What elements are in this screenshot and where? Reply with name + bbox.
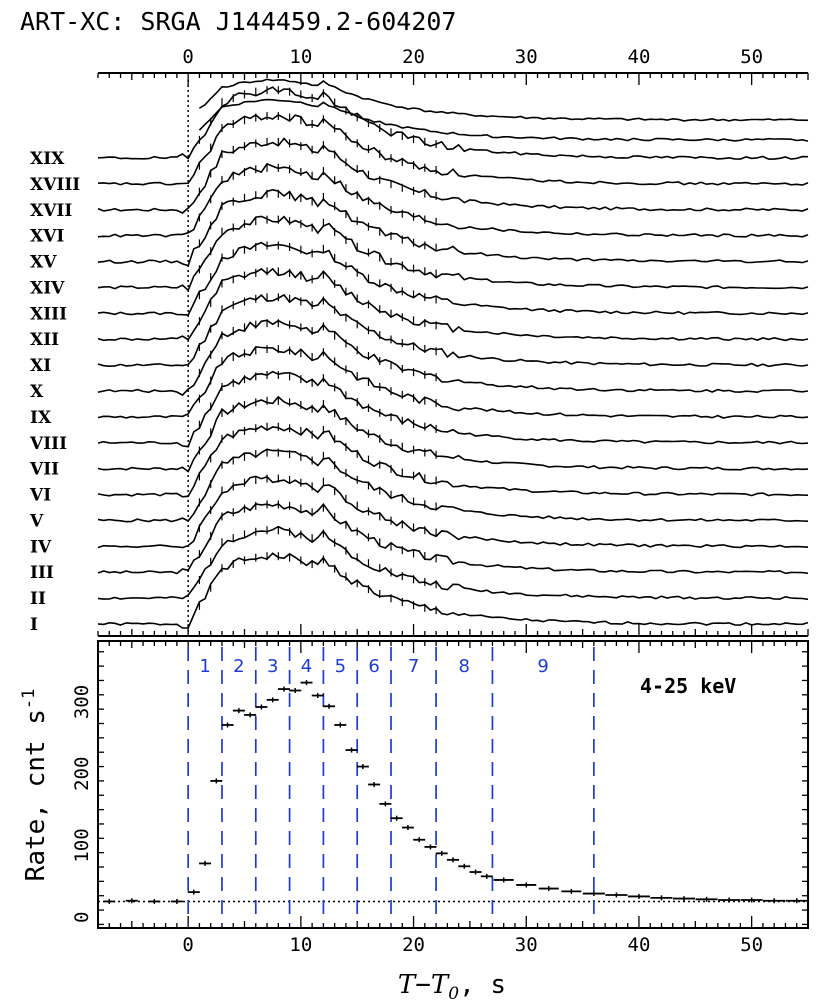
y-tick-label: 200: [71, 757, 93, 791]
burst-label: IX: [30, 408, 52, 428]
burst-curve: [97, 502, 809, 575]
segment-label: 5: [335, 656, 346, 677]
y-tick-label: 100: [71, 828, 93, 862]
burst-label: XIV: [30, 278, 65, 298]
segment-label: 6: [368, 656, 379, 677]
x-axis-label-sub: 0: [448, 984, 459, 1004]
burst-label: IV: [30, 537, 52, 557]
burst-label: XV: [30, 253, 57, 273]
x-axis-minus: −: [415, 970, 431, 1000]
top-tick-labels: 0 10 20 30 40 50: [182, 46, 763, 68]
burst-curve: [97, 162, 809, 238]
burst-label: XVII: [30, 201, 72, 221]
x-tick-label: 50: [740, 934, 763, 956]
y-axis-label: Rate, cnt s-1: [19, 689, 51, 882]
burst-curve: [97, 395, 809, 473]
burst-curve: [97, 113, 809, 186]
top-x-tick-label: 20: [402, 46, 425, 68]
burst-curve: [97, 137, 809, 214]
segment-label: 8: [459, 656, 470, 677]
burst-label: VII: [29, 460, 59, 480]
burst-label: VI: [29, 486, 51, 506]
burst-curve: [97, 215, 809, 292]
top-x-tick-label: 40: [628, 46, 651, 68]
x-axis-label-units: , s: [459, 970, 506, 1000]
burst-light-curves: [97, 78, 809, 629]
burst-label: II: [30, 589, 46, 609]
chart-title: ART-XC: SRGA J144459.2-604207: [20, 7, 457, 36]
summed-burst-curve: [198, 78, 809, 122]
burst-label: XII: [30, 330, 59, 350]
burst-curve: [97, 188, 809, 267]
y-tick-label: 300: [71, 685, 93, 719]
segment-labels: 1 2 3 4 5 6 7 8 9: [199, 656, 549, 677]
burst-label: XVI: [30, 227, 64, 247]
x-axis-label-t: T: [398, 970, 417, 1000]
segment-label: 4: [301, 656, 312, 677]
burst-label: XI: [30, 356, 51, 376]
burst-label: X: [30, 382, 44, 402]
burst-curve: [97, 241, 809, 316]
burst-label: V: [29, 511, 44, 531]
burst-curve: [97, 448, 809, 523]
burst-curve: [97, 293, 809, 368]
y-axis-label-sup: -1: [19, 689, 39, 709]
burst-curve: [97, 475, 809, 549]
x-tick-label: 40: [628, 934, 651, 956]
top-x-tick-label: 30: [515, 46, 538, 68]
burst-curve: [97, 319, 809, 397]
burst-curve: [97, 525, 809, 601]
burst-labels: XIXXVIIIXVIIXVIXVXIVXIIIXIIXIXIXVIIIVIIV…: [29, 149, 80, 635]
burst-curve: [97, 552, 809, 629]
bottom-panel-frame: [97, 640, 809, 929]
segment-label: 2: [233, 656, 244, 677]
x-axis-label-t0: T: [431, 970, 450, 1000]
y-tick-labels: 0 100 200 300: [71, 685, 93, 923]
x-tick-label: 10: [289, 934, 312, 956]
burst-label: XVIII: [30, 175, 80, 195]
burst-curve: [97, 370, 809, 448]
x-axis-label: T−T0, s: [398, 970, 506, 1004]
x-tick-label: 30: [515, 934, 538, 956]
burst-curve: [97, 425, 809, 498]
burst-label: I: [30, 615, 38, 635]
segment-label: 7: [408, 656, 419, 677]
summed-burst-curve: [198, 98, 809, 142]
burst-curve: [97, 86, 809, 160]
x-tick-labels: 0 10 20 30 40 50: [182, 934, 763, 956]
segment-boundaries: [187, 647, 595, 924]
bottom-panel: 0 10 20 30 40 50 0 100 200 300 1 2 3 4 5 6 7 8 9 4-25 ke…: [19, 640, 809, 1004]
top-x-tick-label: 10: [289, 46, 312, 68]
burst-curve: [97, 267, 809, 342]
energy-range-label: 4-25 keV: [640, 674, 736, 698]
segment-label: 1: [199, 656, 210, 677]
top-x-tick-label: 50: [740, 46, 763, 68]
burst-label: III: [30, 563, 54, 583]
x-tick-label: 20: [402, 934, 425, 956]
top-x-tick-label: 0: [182, 46, 193, 68]
burst-label: XIX: [30, 149, 65, 169]
burst-label: VIII: [29, 434, 67, 454]
y-tick-label: 0: [71, 912, 93, 923]
burst-label: XIII: [30, 304, 67, 324]
segment-label: 9: [537, 656, 548, 677]
y-axis-label-main: Rate, cnt s: [21, 709, 51, 881]
top-panel: 0 10 20 30 40 50 XIXXVIIIXVIIXVIXVXIVXIIIXIIX…: [29, 46, 809, 637]
burst-curve: [97, 345, 809, 419]
rate-points: [103, 680, 808, 904]
segment-label: 3: [267, 656, 278, 677]
bottom-ticks: [97, 641, 809, 928]
x-tick-label: 0: [182, 934, 193, 956]
